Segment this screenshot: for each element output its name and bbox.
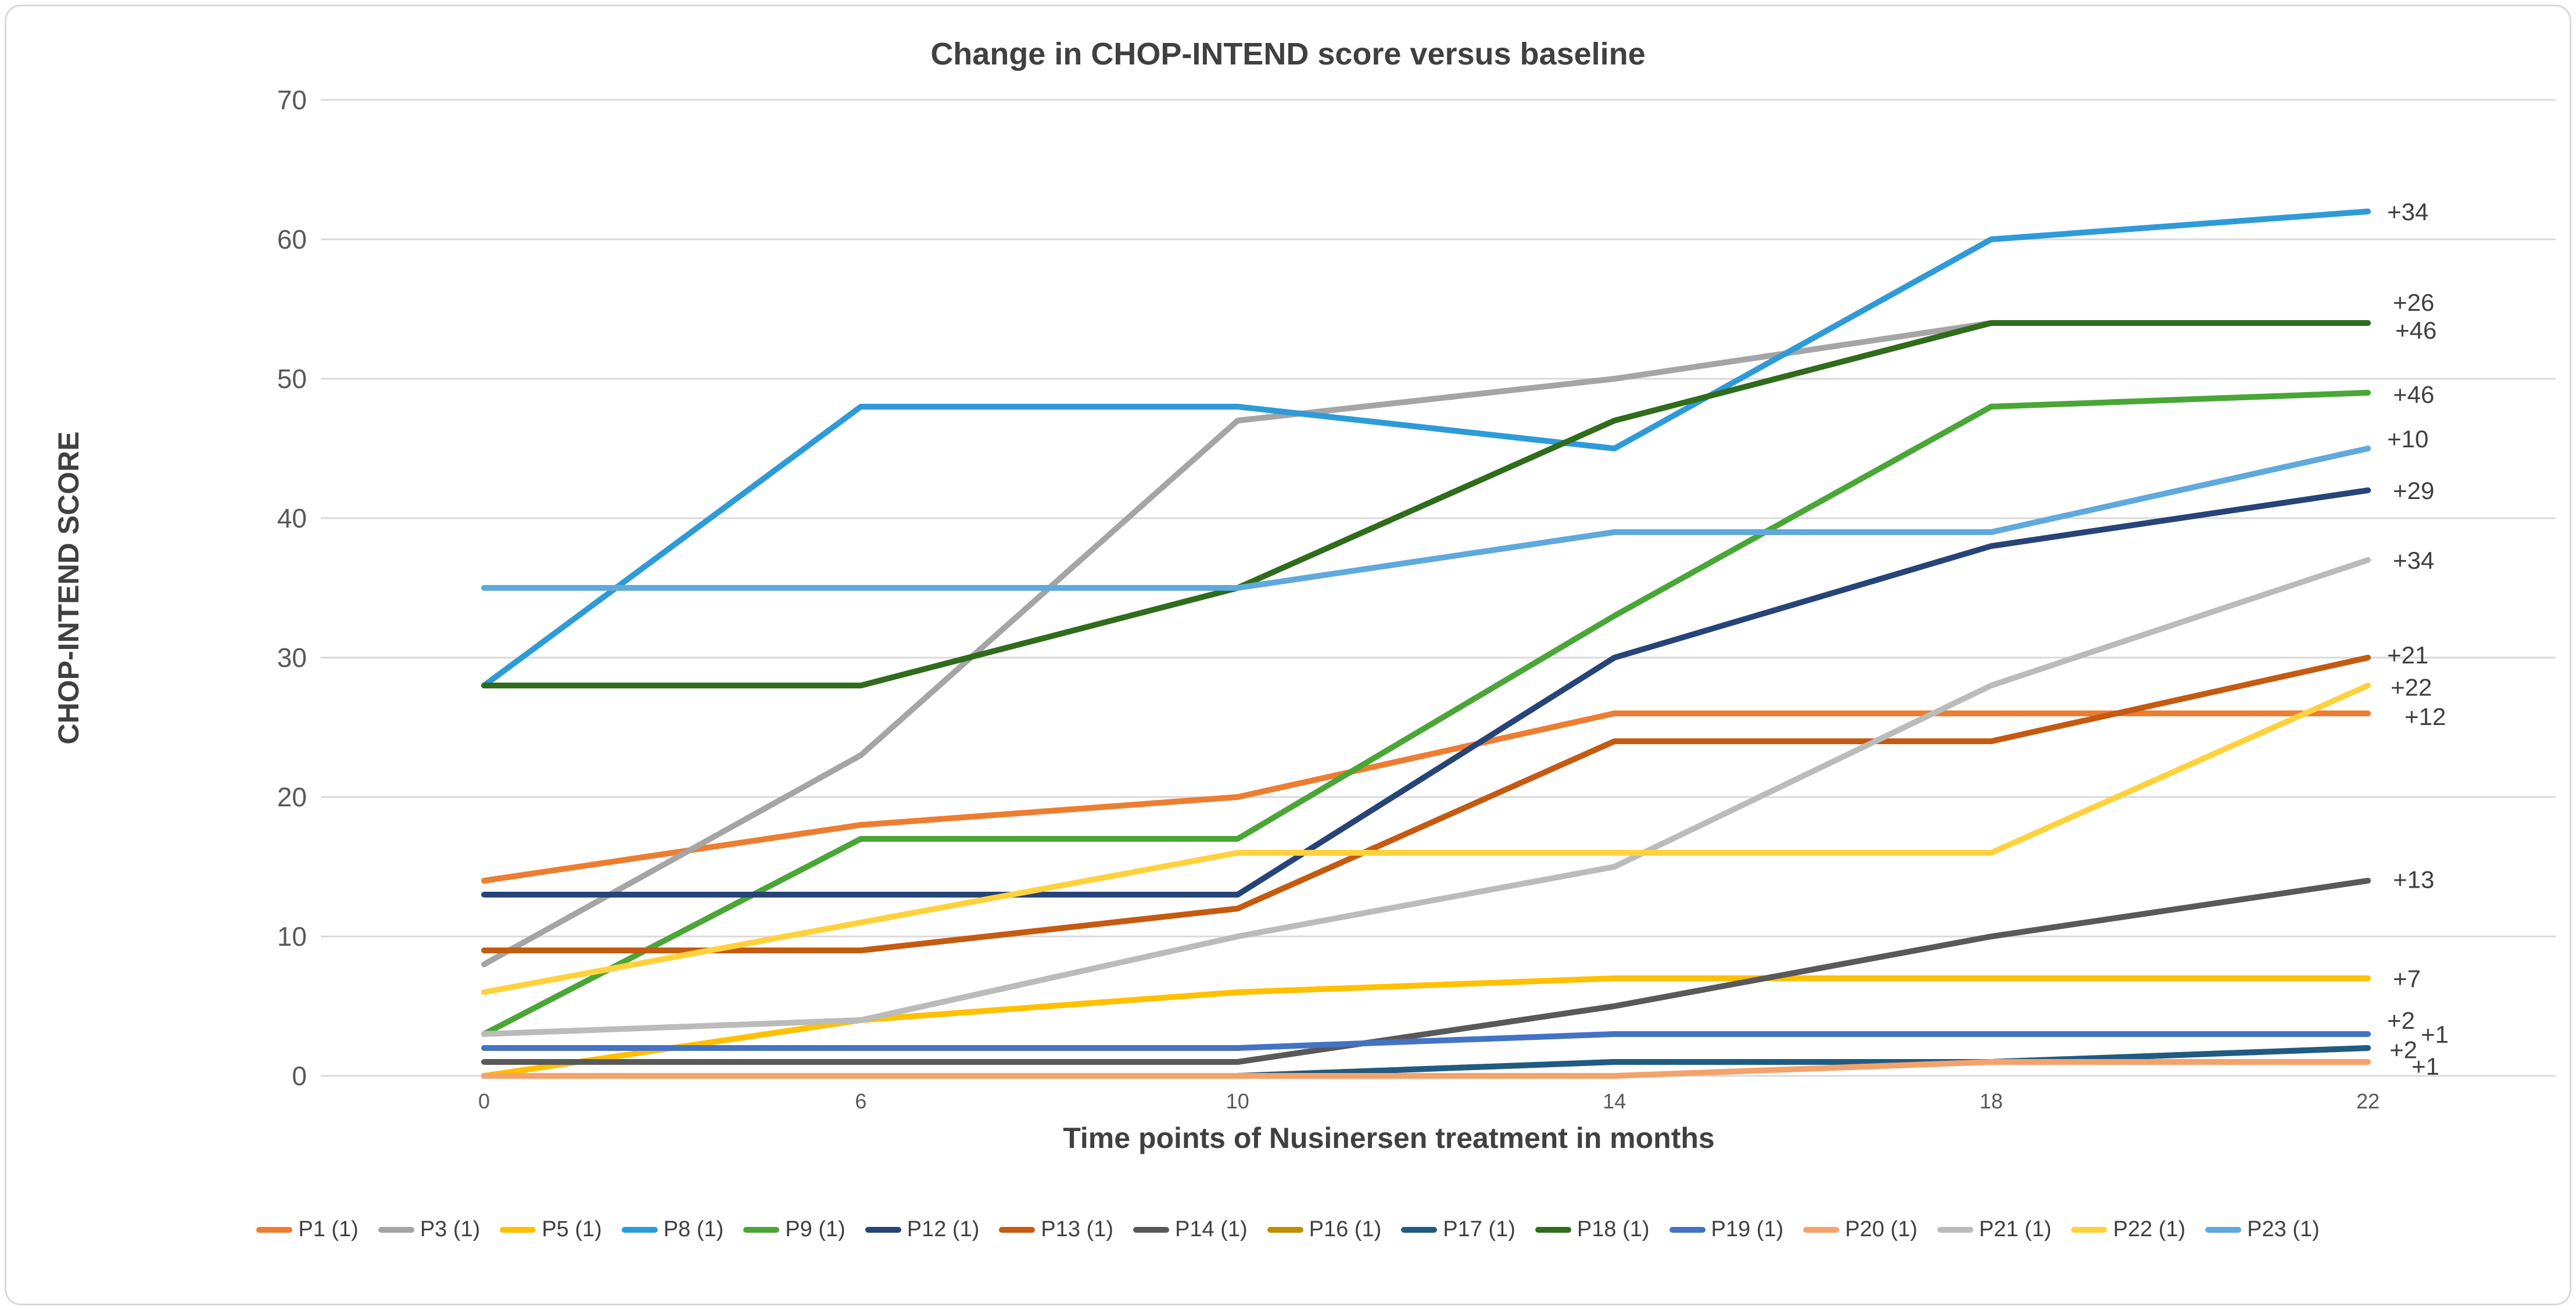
data-label: +2 [2389, 1036, 2417, 1063]
series-line-P5 [481, 975, 2371, 1079]
legend-swatch-icon [378, 1226, 414, 1233]
legend-swatch-icon [1669, 1226, 1706, 1233]
legend-swatch-icon [621, 1226, 658, 1233]
legend-item-P17: P17 (1) [1401, 1217, 1515, 1242]
data-label: +46 [2395, 317, 2437, 344]
x-tick-label: 6 [855, 1089, 866, 1113]
legend-label: P21 (1) [1979, 1217, 2052, 1241]
legend-swatch-icon [500, 1226, 536, 1233]
y-tick-label: 70 [277, 85, 307, 115]
series-line-P23 [481, 446, 2371, 591]
legend-label: P8 (1) [663, 1217, 724, 1241]
legend-item-P13: P13 (1) [999, 1217, 1113, 1242]
legend-label: P19 (1) [1711, 1217, 1784, 1241]
series-line-P3 [481, 320, 2371, 967]
legend-label: P17 (1) [1443, 1217, 1515, 1241]
legend-swatch-icon [1535, 1226, 1571, 1233]
legend-label: P16 (1) [1309, 1217, 1382, 1241]
legend-item-P9: P9 (1) [743, 1217, 845, 1242]
y-tick-label: 40 [277, 503, 307, 533]
legend-label: P5 (1) [542, 1217, 602, 1241]
legend-item-P21: P21 (1) [1937, 1217, 2052, 1242]
legend-label: P20 (1) [1845, 1217, 1918, 1241]
data-label: +46 [2393, 381, 2434, 408]
series-line-P20 [481, 1059, 2371, 1079]
legend-item-P16: P16 (1) [1267, 1217, 1382, 1242]
data-label: +13 [2393, 866, 2434, 893]
legend-label: P3 (1) [420, 1217, 481, 1241]
x-axis-title: Time points of Nusinersen treatment in m… [1063, 1122, 1715, 1154]
series-line-P9 [481, 390, 2371, 1037]
data-label: +34 [2393, 547, 2434, 574]
legend-label: P13 (1) [1041, 1217, 1114, 1241]
legend-swatch-icon [1937, 1226, 1973, 1233]
data-label: +2 [2387, 1007, 2415, 1034]
series-line-P14 [481, 878, 2371, 1065]
legend-item-P23: P23 (1) [2205, 1217, 2320, 1242]
data-label: +34 [2387, 198, 2428, 225]
legend-swatch-icon [865, 1226, 901, 1233]
legend-item-P20: P20 (1) [1803, 1217, 1918, 1242]
x-tick-label: 18 [1980, 1089, 2003, 1113]
legend-label: P23 (1) [2247, 1217, 2320, 1241]
legend-item-P22: P22 (1) [2071, 1217, 2186, 1242]
legend-label: P1 (1) [298, 1217, 359, 1241]
legend-label: P12 (1) [907, 1217, 980, 1241]
chart-title: Change in CHOP-INTEND score versus basel… [930, 37, 1646, 71]
data-label: +10 [2387, 425, 2428, 453]
legend-label: P22 (1) [2113, 1217, 2186, 1241]
legend-swatch-icon [256, 1226, 293, 1233]
x-tick-label: 10 [1226, 1089, 1249, 1113]
series-line-P18 [481, 320, 2371, 688]
legend-item-P5: P5 (1) [500, 1217, 602, 1242]
chart-legend: P1 (1) P3 (1) P5 (1) P8 (1) P9 (1) P12 (1) P13… [0, 1217, 2576, 1242]
series-line-P19 [481, 1031, 2371, 1051]
legend-item-P3: P3 (1) [378, 1217, 480, 1242]
data-label: +29 [2393, 477, 2434, 504]
legend-swatch-icon [1133, 1226, 1170, 1233]
data-label: +21 [2387, 641, 2428, 669]
series-line-P13 [481, 655, 2371, 953]
legend-item-P1: P1 (1) [256, 1217, 359, 1242]
data-label: +1 [2412, 1053, 2439, 1080]
y-tick-label: 50 [277, 364, 307, 394]
legend-item-P8: P8 (1) [621, 1217, 724, 1242]
series-line-P21 [481, 557, 2371, 1037]
y-tick-label: 0 [292, 1061, 307, 1091]
figure-border [5, 5, 2571, 1305]
series-line-P8 [481, 209, 2371, 688]
y-tick-label: 30 [277, 643, 307, 673]
series-line-P22 [481, 683, 2371, 995]
data-label: +7 [2393, 965, 2421, 992]
legend-item-P14: P14 (1) [1133, 1217, 1248, 1242]
legend-label: P14 (1) [1175, 1217, 1248, 1241]
y-tick-label: 60 [277, 224, 307, 254]
y-tick-label: 10 [277, 921, 307, 952]
data-label: +1 [2421, 1021, 2449, 1048]
data-label: +26 [2393, 289, 2434, 316]
data-label: +12 [2405, 703, 2446, 730]
y-tick-label: 20 [277, 782, 307, 812]
data-label: +22 [2391, 673, 2432, 701]
x-tick-label: 0 [478, 1089, 490, 1113]
legend-swatch-icon [1401, 1226, 1438, 1233]
legend-item-P12: P12 (1) [865, 1217, 980, 1242]
legend-swatch-icon [2071, 1226, 2108, 1233]
series-line-P12 [481, 487, 2371, 898]
legend-swatch-icon [1267, 1226, 1303, 1233]
x-tick-label: 22 [2356, 1089, 2380, 1113]
legend-swatch-icon [999, 1226, 1036, 1233]
x-tick-label: 14 [1603, 1089, 1626, 1113]
legend-swatch-icon [1803, 1226, 1840, 1233]
legend-label: P18 (1) [1577, 1217, 1650, 1241]
legend-swatch-icon [2205, 1226, 2242, 1233]
series-line-P1 [481, 710, 2371, 884]
legend-label: P9 (1) [785, 1217, 845, 1241]
legend-item-P18: P18 (1) [1535, 1217, 1650, 1242]
legend-swatch-icon [743, 1226, 780, 1233]
legend-item-P19: P19 (1) [1669, 1217, 1784, 1242]
